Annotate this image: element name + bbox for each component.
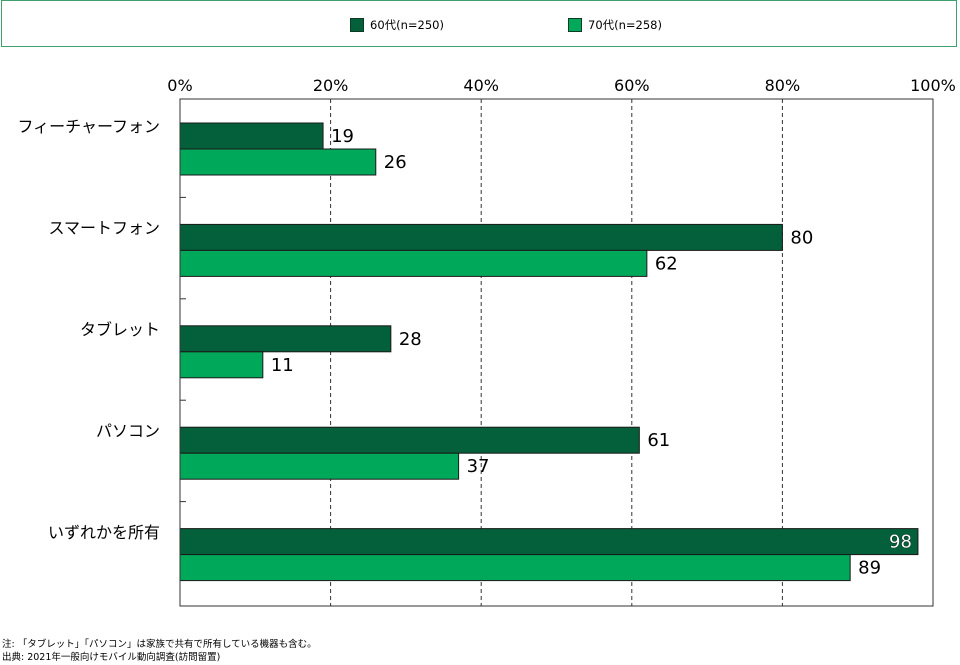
data-label: 11 — [271, 355, 294, 376]
legend-label-70s: 70代(n=258) — [588, 18, 662, 32]
legend-item-60s: 60代(n=250) — [350, 17, 444, 33]
bar — [179, 122, 324, 150]
category-label: タブレット — [80, 320, 160, 339]
data-label: 61 — [647, 430, 670, 451]
footnote-source: 出典: 2021年一般向けモバイル動向調査(訪問留置) — [2, 652, 221, 663]
footnote-note: 注: 「タブレット」「パソコン」は家族で共有で所有している機器も含む。 — [2, 639, 317, 650]
x-tick-label: 100% — [910, 76, 956, 95]
bar — [179, 249, 648, 277]
bar-chart: 0% 20% 40% 60% 80% 100% フィーチャーフォン 19 26 スマートフォン 80… — [17, 76, 956, 607]
legend-item-70s: 70代(n=258) — [568, 17, 662, 33]
plot-frame — [179, 98, 934, 607]
legend: 60代(n=250) 70代(n=258) — [1, 0, 957, 47]
bar — [179, 223, 783, 251]
bar — [179, 325, 392, 353]
legend-swatch-70s — [568, 18, 582, 32]
x-tick-label: 80% — [765, 76, 801, 95]
bar — [179, 148, 377, 176]
x-tick-label: 0% — [167, 76, 192, 95]
data-label: 37 — [467, 456, 490, 477]
data-label: 89 — [858, 558, 881, 579]
data-label: 98 — [889, 532, 912, 553]
category-label: いずれかを所有 — [48, 523, 160, 542]
bar — [179, 528, 919, 556]
category-label: スマートフォン — [48, 219, 160, 238]
bar — [179, 351, 264, 379]
footnotes: 注: 「タブレット」「パソコン」は家族で共有で所有している機器も含む。 出典: … — [2, 638, 317, 664]
data-label: 80 — [790, 227, 813, 248]
bar — [179, 426, 640, 454]
data-label: 28 — [399, 329, 422, 350]
legend-label-60s: 60代(n=250) — [370, 18, 444, 32]
category-label: パソコン — [96, 421, 160, 440]
bar — [179, 452, 460, 480]
category-label: フィーチャーフォン — [17, 117, 160, 136]
x-tick-label: 60% — [614, 76, 650, 95]
bar — [179, 554, 851, 582]
data-label: 26 — [384, 152, 407, 173]
data-label: 62 — [655, 253, 678, 274]
data-label: 19 — [331, 126, 354, 147]
x-tick-label: 20% — [313, 76, 349, 95]
x-tick-label: 40% — [463, 76, 499, 95]
legend-swatch-60s — [350, 18, 364, 32]
